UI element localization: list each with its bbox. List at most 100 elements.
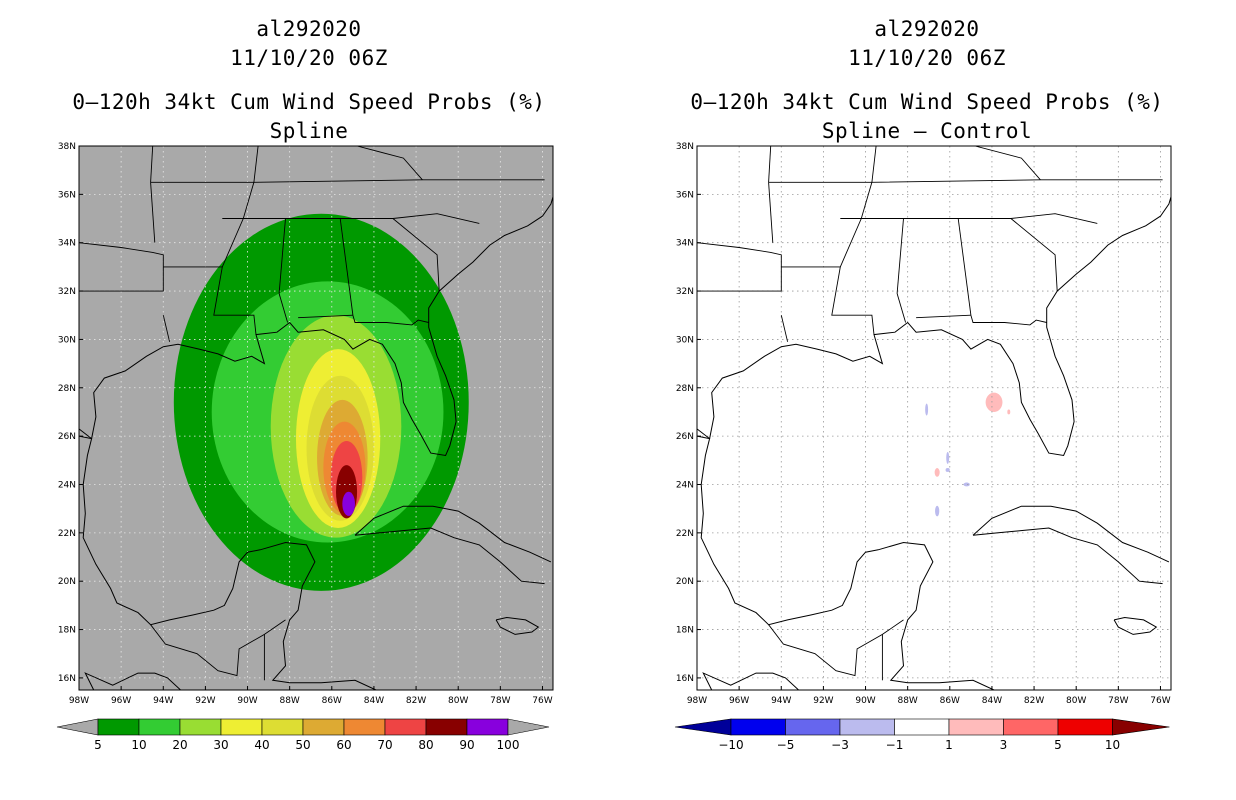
colorbar-label: 1 <box>945 738 953 752</box>
colorbar-label: 5 <box>1054 738 1062 752</box>
colorbar-label: 10 <box>131 738 146 752</box>
diff-blob-5 <box>935 505 940 517</box>
state-border <box>150 179 545 183</box>
right-product-title: 0–120h 34kt Cum Wind Speed Probs (%) <box>690 90 1164 114</box>
lon-label: 76W <box>532 696 552 706</box>
colorbar-label: 80 <box>418 738 433 752</box>
left-probability-map: 38N 36N 34N 32N 30N 28N 26N 24N 22N 20N 18N 16N 98W 9… <box>56 142 554 752</box>
colorbar-swatch <box>138 718 181 736</box>
colorbar-label: 60 <box>336 738 351 752</box>
colorbar-label: −3 <box>831 738 849 752</box>
lon-label: 78W <box>1108 696 1128 706</box>
state-border <box>278 293 289 323</box>
lat-label: 32N <box>58 287 76 297</box>
lat-label: 32N <box>676 287 694 297</box>
colorbar-swatch <box>97 718 140 736</box>
lon-label: 84W <box>364 696 384 706</box>
lat-label: 36N <box>676 190 694 200</box>
state-border <box>278 218 286 294</box>
left-product-title: 0–120h 34kt Cum Wind Speed Probs (%) <box>72 90 546 114</box>
state-border <box>780 315 789 342</box>
lat-label: 24N <box>676 480 694 490</box>
left-storm-id: al292020 <box>256 17 362 41</box>
state-border <box>162 315 171 342</box>
colorbar-swatch <box>220 718 263 736</box>
lon-label: 88W <box>897 696 917 706</box>
diff-blob-1 <box>934 468 940 477</box>
left-map-panel: al292020 11/10/20 06Z 0–120h 34kt Cum Wi… <box>56 17 554 752</box>
lon-label: 78W <box>490 696 510 706</box>
lat-label: 34N <box>58 239 76 249</box>
colorbar-label: 3 <box>1000 738 1008 752</box>
state-border <box>896 218 904 294</box>
colorbar-high-triangle <box>1112 718 1170 736</box>
diff-blob-4 <box>946 451 950 464</box>
colorbar: 5 10 20 30 40 50 60 70 80 90 100 <box>56 718 550 752</box>
colorbar-swatch <box>948 718 1004 736</box>
coastline <box>495 616 540 635</box>
state-border <box>150 619 286 677</box>
colorbar-label: 20 <box>172 738 187 752</box>
lat-label: 28N <box>676 384 694 394</box>
right-datetime: 11/10/20 06Z <box>848 46 1006 70</box>
lon-label: 86W <box>322 696 342 706</box>
colorbar-swatch <box>839 718 895 736</box>
colorbar-label: 30 <box>213 738 228 752</box>
lat-label: 16N <box>58 674 76 684</box>
diff-blob-0 <box>985 392 1003 412</box>
right-difference-map: 38N 36N 34N 32N 30N 28N 26N 24N 22N 20N 18N 16N 98W 9… <box>674 142 1172 752</box>
diff-blob-7 <box>945 468 950 472</box>
state-border <box>150 182 156 243</box>
lon-label: 94W <box>153 696 173 706</box>
lon-label: 98W <box>69 696 89 706</box>
colorbar-high-triangle <box>507 718 550 736</box>
colorbar-swatch <box>384 718 427 736</box>
coastline <box>972 527 1163 585</box>
colorbar-swatch <box>730 718 786 736</box>
lat-label: 26N <box>676 432 694 442</box>
lat-label: 24N <box>58 480 76 490</box>
state-border <box>697 242 782 292</box>
lon-label: 92W <box>813 696 833 706</box>
coastline <box>84 672 182 690</box>
colorbar-swatch <box>261 718 304 736</box>
state-border <box>768 179 1163 183</box>
state-border <box>839 146 877 268</box>
lon-label: 84W <box>982 696 1002 706</box>
lat-label: 30N <box>676 335 694 345</box>
lon-label: 98W <box>687 696 707 706</box>
left-variant-title: Spline <box>269 119 349 143</box>
state-border <box>150 146 154 183</box>
state-border <box>974 146 1041 181</box>
left-datetime: 11/10/20 06Z <box>230 46 388 70</box>
state-border <box>79 242 164 292</box>
coastline <box>972 505 1170 563</box>
lon-label: 76W <box>1150 696 1170 706</box>
coastline <box>91 196 553 457</box>
lat-label: 18N <box>58 626 76 636</box>
coastline <box>702 672 800 690</box>
state-border <box>916 314 971 319</box>
coastline <box>79 435 377 690</box>
state-border <box>781 266 875 335</box>
state-border <box>221 146 259 268</box>
colorbar-label: −1 <box>886 738 904 752</box>
diff-blob-3 <box>925 403 929 416</box>
colorbar-swatch <box>466 718 509 736</box>
state-border <box>970 315 1047 326</box>
state-border <box>392 218 440 292</box>
state-border <box>957 218 972 316</box>
map-frame <box>696 145 1172 691</box>
diff-blob-2 <box>1007 409 1011 415</box>
lat-label: 26N <box>58 432 76 442</box>
state-border <box>768 619 904 677</box>
colorbar-label: −5 <box>777 738 795 752</box>
lat-label: 28N <box>58 384 76 394</box>
lon-label: 82W <box>406 696 426 706</box>
coastline <box>697 435 995 690</box>
lat-label: 38N <box>676 142 694 152</box>
lon-label: 80W <box>448 696 468 706</box>
lon-label: 82W <box>1024 696 1044 706</box>
lon-label: 92W <box>195 696 215 706</box>
colorbar-label: 5 <box>94 738 102 752</box>
